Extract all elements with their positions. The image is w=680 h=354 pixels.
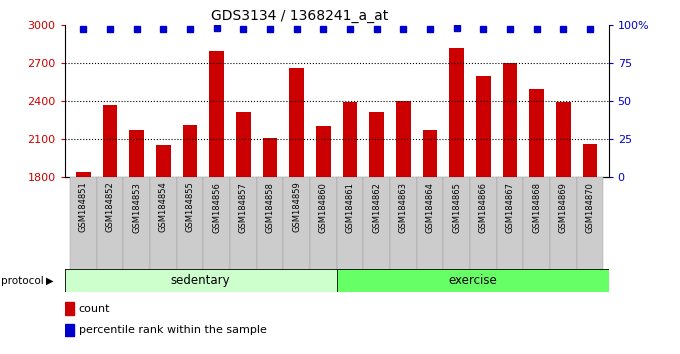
Text: GDS3134 / 1368241_a_at: GDS3134 / 1368241_a_at — [211, 9, 388, 23]
Bar — [156, 145, 171, 177]
Bar — [503, 63, 517, 177]
Text: count: count — [79, 304, 110, 314]
Text: GSM184860: GSM184860 — [319, 182, 328, 233]
Bar — [470, 177, 496, 271]
Bar — [343, 102, 357, 177]
Bar — [316, 126, 330, 177]
Bar — [70, 177, 97, 271]
Text: GSM184867: GSM184867 — [505, 182, 515, 233]
Bar — [529, 90, 544, 177]
Bar — [390, 177, 417, 271]
Text: GSM184854: GSM184854 — [158, 182, 168, 233]
Bar — [256, 177, 284, 271]
Bar — [236, 112, 251, 177]
Bar — [476, 75, 490, 177]
Bar — [150, 177, 177, 271]
Bar — [65, 324, 74, 336]
Text: percentile rank within the sample: percentile rank within the sample — [79, 325, 267, 336]
Text: GSM184857: GSM184857 — [239, 182, 248, 233]
Text: GSM184864: GSM184864 — [426, 182, 435, 233]
Bar — [289, 68, 304, 177]
Text: GSM184868: GSM184868 — [532, 182, 541, 233]
Text: GSM184852: GSM184852 — [105, 182, 114, 233]
Text: GSM184858: GSM184858 — [265, 182, 275, 233]
Text: GSM184870: GSM184870 — [585, 182, 594, 233]
Bar — [556, 102, 571, 177]
Bar — [524, 177, 550, 271]
Bar — [337, 269, 609, 292]
Text: protocol: protocol — [1, 275, 44, 286]
Bar — [422, 130, 437, 177]
Bar — [369, 112, 384, 177]
Text: GSM184851: GSM184851 — [79, 182, 88, 233]
Bar — [417, 177, 443, 271]
Bar — [230, 177, 256, 271]
Bar — [577, 177, 603, 271]
Bar — [209, 51, 224, 177]
Text: GSM184866: GSM184866 — [479, 182, 488, 233]
Bar — [262, 138, 277, 177]
Text: GSM184861: GSM184861 — [345, 182, 354, 233]
Bar — [65, 269, 337, 292]
Bar — [97, 177, 123, 271]
Bar — [310, 177, 337, 271]
Bar — [129, 130, 144, 177]
Bar — [284, 177, 310, 271]
Bar — [177, 177, 203, 271]
Text: sedentary: sedentary — [171, 274, 231, 287]
Bar — [337, 177, 363, 271]
Bar — [203, 177, 230, 271]
Bar — [443, 177, 470, 271]
Bar — [363, 177, 390, 271]
Bar — [396, 101, 411, 177]
Text: GSM184865: GSM184865 — [452, 182, 461, 233]
Bar — [183, 125, 197, 177]
Text: ▶: ▶ — [46, 275, 54, 286]
Bar — [65, 302, 74, 315]
Bar — [103, 105, 117, 177]
Text: GSM184855: GSM184855 — [186, 182, 194, 233]
Text: GSM184869: GSM184869 — [559, 182, 568, 233]
Bar — [583, 144, 597, 177]
Bar — [550, 177, 577, 271]
Bar — [449, 47, 464, 177]
Bar — [496, 177, 524, 271]
Text: GSM184863: GSM184863 — [398, 182, 408, 233]
Text: GSM184856: GSM184856 — [212, 182, 221, 233]
Bar — [123, 177, 150, 271]
Bar — [76, 172, 90, 177]
Text: GSM184862: GSM184862 — [372, 182, 381, 233]
Text: GSM184853: GSM184853 — [132, 182, 141, 233]
Text: exercise: exercise — [448, 274, 497, 287]
Text: GSM184859: GSM184859 — [292, 182, 301, 233]
